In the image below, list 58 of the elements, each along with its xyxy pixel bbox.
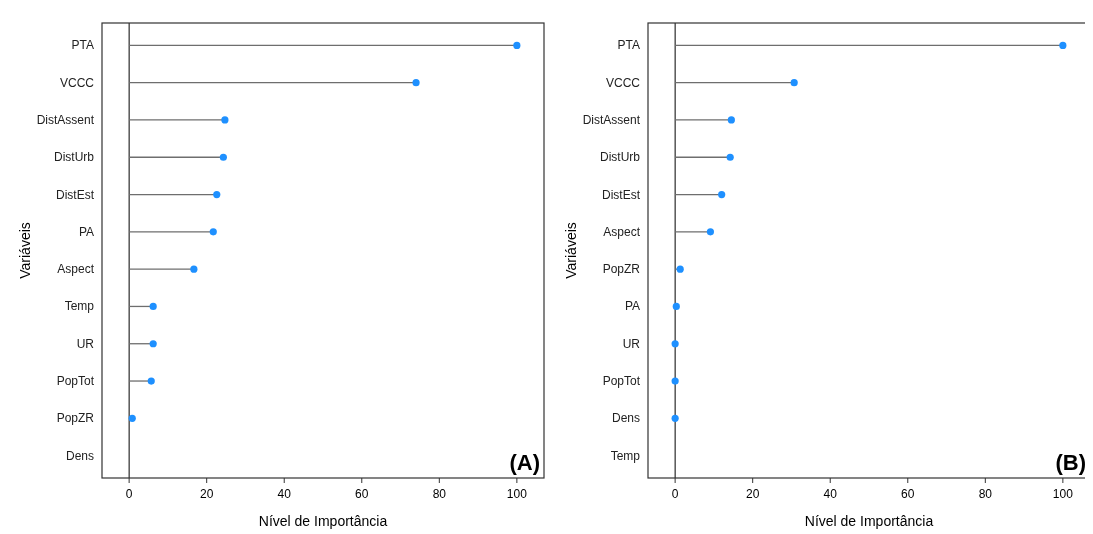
y-axis-title: Variáveis [563,222,579,279]
y-tick-label: Dens [611,411,640,426]
point [149,302,157,311]
point [149,340,157,348]
point [147,377,155,385]
y-tick-label: Temp [610,448,641,463]
y-tick-label: PopZR [56,411,95,426]
point [727,116,735,124]
y-tick-label: Aspect [603,224,641,239]
point [209,228,217,236]
point [726,153,734,161]
x-tick-label: 0 [125,487,133,501]
y-tick-label: DistEst [55,187,95,202]
point [718,190,726,199]
y-tick-label: PA [624,299,640,314]
y-tick-label: DistAssent [36,112,95,127]
y-tick-label: UR [76,336,95,351]
x-tick-label: 100 [1052,487,1074,501]
point [790,79,798,87]
x-tick-label: 40 [277,487,292,501]
y-tick-label: PTA [617,38,640,53]
annotation: (B) [1055,450,1086,475]
y-axis-title: Variáveis [17,222,33,279]
y-tick-label: UR [622,336,641,351]
y-tick-label: DistEst [601,187,641,202]
y-tick-label: PTA [71,38,94,53]
x-tick-label: 60 [355,487,369,501]
y-tick-label: PA [78,224,94,239]
x-tick-label: 20 [200,487,214,501]
x-tick-label: 80 [432,487,447,501]
y-tick-label: PopTot [602,374,641,389]
point [213,190,221,199]
y-tick-label: Temp [64,299,95,314]
x-tick-label: 20 [746,487,760,501]
y-tick-label: DistUrb [53,150,95,165]
x-tick-label: 40 [823,487,838,501]
point [221,116,229,124]
x-axis-title: Nível de Importância [258,513,388,529]
point [412,79,420,87]
y-tick-label: VCCC [59,75,95,90]
point [513,41,521,49]
x-tick-label: 0 [671,487,679,501]
point [706,228,715,236]
x-tick-label: 100 [506,487,528,501]
x-tick-label: 80 [978,487,993,501]
y-tick-label: DistAssent [582,112,641,127]
point [1059,41,1067,49]
point [219,153,227,161]
x-axis-title: Nível de Importância [804,513,934,529]
x-tick-label: 60 [901,487,915,501]
y-tick-label: Dens [65,448,94,463]
y-tick-label: Aspect [57,262,95,277]
y-tick-label: PopZR [602,262,641,277]
y-tick-label: VCCC [605,75,641,90]
y-tick-label: PopTot [56,374,95,389]
annotation: (A) [509,450,540,475]
y-tick-label: DistUrb [599,150,641,165]
point [190,265,198,273]
